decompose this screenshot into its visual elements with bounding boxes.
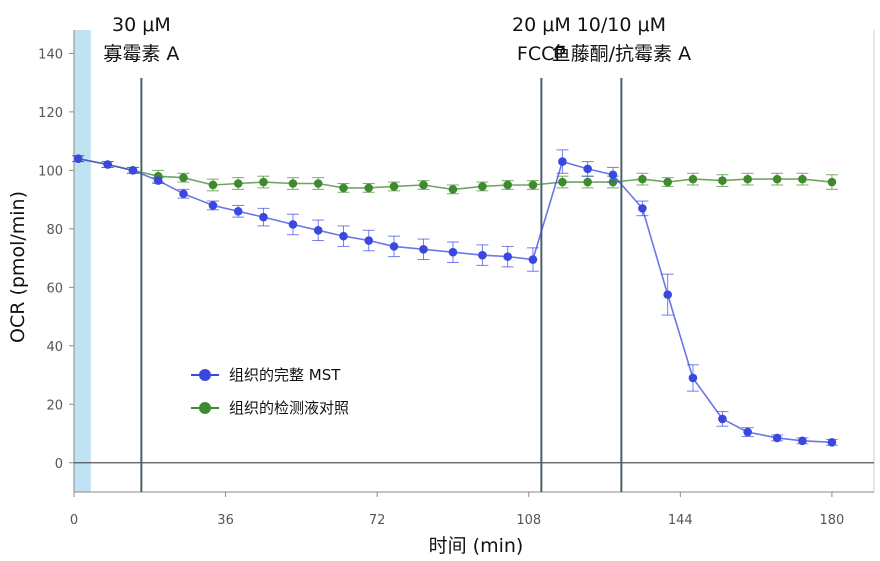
data-point [103, 160, 112, 169]
baseline-shade [74, 30, 91, 492]
data-point [288, 220, 298, 229]
y-tick-label: 80 [46, 223, 63, 238]
data-point [718, 176, 727, 185]
x-axis-label: 时间 (min) [429, 535, 524, 557]
data-point [288, 179, 298, 188]
data-point [743, 174, 752, 184]
data-point [583, 164, 592, 174]
series-1-line [78, 157, 832, 444]
data-point [688, 373, 698, 383]
data-point [772, 433, 782, 443]
data-point [663, 290, 672, 299]
y-tick-label: 40 [46, 340, 63, 355]
data-point [339, 183, 348, 193]
data-point [389, 182, 399, 191]
data-point [153, 176, 163, 185]
data-point [583, 177, 592, 187]
data-point [718, 414, 727, 424]
data-point [798, 174, 807, 184]
data-point [448, 185, 458, 194]
injection-label-1-line-1: 30 μM [112, 14, 171, 36]
y-tick-label: 120 [38, 106, 63, 121]
x-tick-label: 0 [70, 513, 78, 528]
x-tick-label: 36 [217, 513, 234, 528]
data-point [478, 250, 487, 260]
y-tick-label: 140 [38, 47, 63, 62]
data-point [503, 252, 512, 261]
x-tick-label: 180 [819, 513, 844, 528]
data-point [259, 212, 268, 222]
injection-label-3-line-1: 10/10 μM [577, 14, 666, 36]
injection-label-3-line-2: 鱼藤酮/抗霉素 A [552, 43, 691, 65]
x-tick-label: 108 [516, 513, 541, 528]
legend-marker-1 [199, 369, 211, 381]
data-point [313, 225, 323, 235]
data-point [663, 177, 672, 187]
data-point [827, 437, 837, 447]
y-tick-label: 60 [46, 281, 63, 296]
data-point [638, 174, 647, 184]
y-tick-label: 0 [55, 457, 63, 472]
data-point [364, 183, 374, 193]
axes: 0 20 40 60 80 100 120 140 0 36 72 108 144 180 [38, 30, 875, 528]
data-point [558, 157, 567, 166]
data-point [233, 179, 243, 188]
data-point [448, 247, 458, 257]
injection-annotations: 30 μM 寡霉素 A 20 μM FCCP 10/10 μM 鱼藤酮/抗霉素 A [103, 14, 691, 492]
x-tick-label: 144 [668, 513, 693, 528]
data-point [233, 206, 243, 216]
data-point [128, 166, 138, 175]
series-1 [72, 149, 838, 447]
data-point [259, 177, 268, 187]
legend: 组织的完整 MST 组织的检测液对照 [191, 366, 349, 417]
series-2 [72, 154, 838, 195]
y-axis-label: OCR (pmol/min) [7, 191, 29, 343]
data-point [798, 436, 807, 446]
data-point [419, 180, 428, 190]
data-point [419, 245, 428, 254]
data-point [528, 255, 538, 264]
data-point [339, 231, 348, 241]
data-point [179, 189, 188, 199]
data-point [743, 427, 752, 437]
y-tick-label: 20 [46, 398, 63, 413]
legend-marker-2 [199, 402, 211, 414]
data-point [478, 182, 487, 191]
x-tick-label: 72 [369, 513, 386, 528]
series-layer [72, 149, 838, 447]
injection-label-2-line-1: 20 μM [512, 14, 571, 36]
data-point [688, 174, 698, 184]
y-tick-label: 100 [38, 164, 63, 179]
data-point [389, 242, 399, 251]
data-point [827, 177, 837, 187]
data-point [503, 180, 512, 190]
data-point [528, 180, 538, 190]
injection-label-1-line-2: 寡霉素 A [103, 43, 179, 65]
data-point [179, 173, 188, 182]
legend-label-2: 组织的检测液对照 [229, 399, 349, 417]
data-point [772, 174, 782, 184]
injection-label-2-line-2: FCCP [517, 43, 566, 65]
data-point [313, 179, 323, 188]
data-point [638, 204, 647, 213]
data-point [558, 177, 567, 187]
data-point [208, 201, 218, 210]
data-point [608, 170, 618, 180]
legend-label-1: 组织的完整 MST [229, 366, 341, 384]
baseline-shade-layer [74, 30, 91, 492]
data-point [73, 154, 83, 163]
data-point [364, 236, 374, 245]
data-point [208, 180, 218, 190]
